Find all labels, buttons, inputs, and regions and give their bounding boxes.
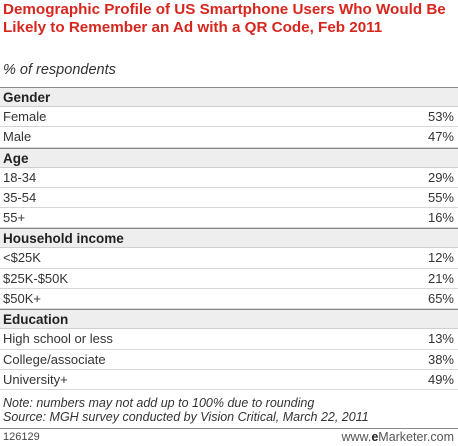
row-value: 49% (427, 371, 454, 387)
brand-prefix: www. (341, 430, 372, 444)
source-text: Source: MGH survey conducted by Vision C… (3, 409, 369, 424)
table-row: 55+ 16% (0, 208, 458, 229)
row-value: 21% (427, 270, 454, 286)
row-label: Male (3, 129, 32, 145)
row-label: 18-34 (3, 169, 37, 185)
row-value: 53% (427, 109, 454, 124)
table-row: Male 47% (0, 127, 458, 148)
row-label: Female (3, 109, 47, 124)
chart-title: Demographic Profile of US Smartphone Use… (3, 1, 446, 36)
section-header: Gender (0, 87, 458, 107)
brand-suffix: Marketer.com (378, 430, 454, 444)
row-value: 16% (427, 210, 454, 226)
table-row: Female 53% (0, 107, 458, 128)
table-row: <$25K 12% (0, 248, 458, 269)
chart-id: 126129 (3, 431, 40, 443)
row-value: 12% (427, 250, 454, 266)
section-header: Education (0, 309, 458, 330)
table-row: 18-34 29% (0, 168, 458, 188)
brand-logo: www.eMarketer.com (341, 430, 454, 444)
chart-subtitle: % of respondents (3, 62, 116, 78)
note-text: Note: numbers may not add up to 100% due… (3, 396, 315, 410)
footer: 126129 www.eMarketer.com (0, 428, 458, 446)
brand-bold: e (371, 430, 379, 444)
table-row: $25K-$50K 21% (0, 269, 458, 290)
table-row: $50K+ 65% (0, 289, 458, 310)
row-value: 55% (427, 189, 454, 205)
table-row: College/associate 38% (0, 350, 458, 370)
row-label: <$25K (3, 250, 41, 266)
row-label: University+ (3, 371, 68, 387)
row-label: $25K-$50K (3, 270, 69, 286)
row-label: 55+ (3, 210, 26, 226)
table-row: University+ 49% (0, 370, 458, 391)
section-header: Age (0, 147, 458, 168)
row-value: 38% (427, 351, 454, 367)
row-value: 29% (427, 169, 454, 185)
table-row: High school or less 13% (0, 329, 458, 350)
section-header: Household income (0, 228, 458, 249)
row-value: 65% (427, 291, 454, 307)
row-label: College/associate (3, 351, 106, 367)
row-label: High school or less (3, 331, 113, 347)
row-label: $50K+ (3, 291, 41, 307)
row-label: 35-54 (3, 189, 37, 205)
row-value: 47% (427, 129, 454, 145)
data-table: Gender Female 53% Male 47% Age 18-34 29% 35-54 55… (0, 87, 458, 391)
notes: Note: numbers may not add up to 100% due… (3, 396, 369, 424)
table-row: 35-54 55% (0, 188, 458, 209)
row-value: 13% (427, 331, 454, 347)
